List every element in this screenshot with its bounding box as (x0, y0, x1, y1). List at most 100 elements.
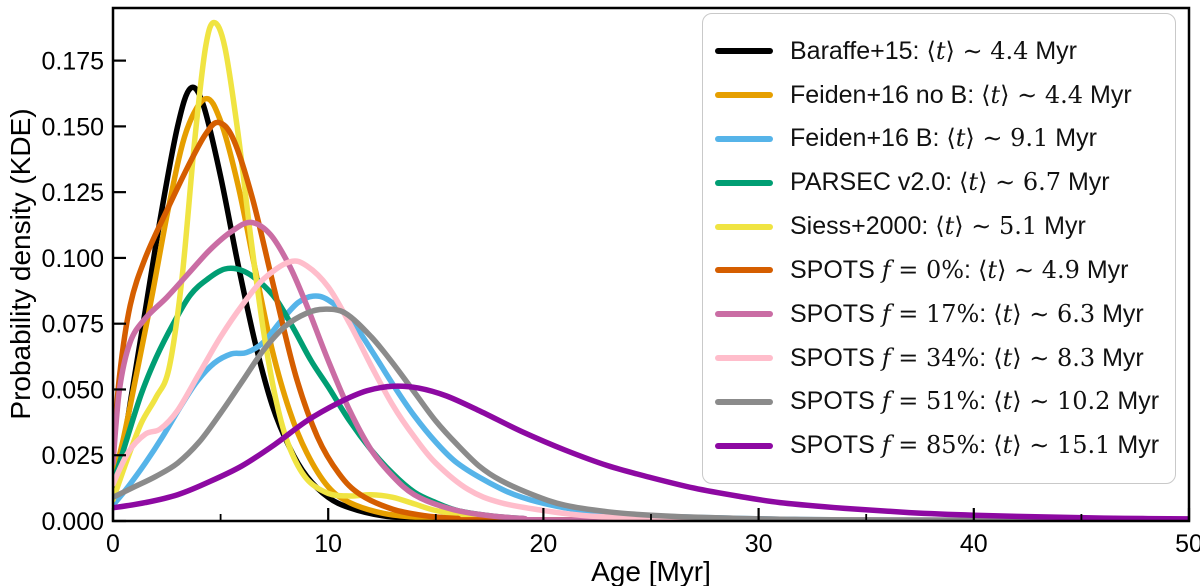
curve-spots-f85 (113, 383, 1189, 521)
legend-label-segment: t (1002, 299, 1013, 328)
x-axis-ticks: 0 10 20 30 40 50 (106, 508, 1200, 558)
y-tick-label-0.000: 0.000 (41, 508, 104, 536)
legend-label-spots-f85: SPOTS f = 85%: ⟨t⟩ ∼ 15.1 Myr (790, 433, 1159, 458)
y-tick-label-0.125: 0.125 (41, 179, 104, 207)
legend-label-segment: f (881, 431, 891, 460)
legend-label-segment: ⟨ (993, 343, 1003, 372)
legend-label-segment: Myr (1095, 299, 1144, 328)
legend-label-spots-f0: SPOTS f = 0%: ⟨t⟩ ∼ 4.9 Myr (790, 255, 1129, 284)
curves-group (113, 19, 1189, 521)
legend-label-baraffe15: Baraffe+15: ⟨t⟩ ∼ 4.4 Myr (790, 36, 1078, 65)
legend-label-segment: ∼ 6.7 (987, 168, 1061, 197)
legend-label-segment: t (1002, 431, 1013, 460)
x-axis-label: Age [Myr] (591, 556, 711, 586)
legend-label-segment: Myr (1079, 255, 1129, 284)
x-tick-label-40: 40 (960, 530, 988, 558)
legend-label-segment: ⟩ (1012, 387, 1022, 416)
y-tick-label-0.050: 0.050 (41, 376, 104, 404)
legend-label-segment: ⟨ (977, 255, 988, 284)
legend-label-segment: Feiden+16 B: (790, 124, 947, 153)
legend-label-segment: Baraffe+15: (790, 36, 927, 65)
legend-label-segment: = 0% (890, 255, 965, 284)
legend-entry-spots-f0: SPOTS f = 0%: ⟨t⟩ ∼ 4.9 Myr (713, 255, 1169, 284)
legend-label-segment: ⟩ (954, 212, 964, 241)
legend-label-segment: : (979, 299, 994, 328)
legend-label-segment: : (979, 343, 994, 372)
y-tick-label-0.075: 0.075 (41, 311, 104, 339)
x-tick-label-20: 20 (529, 530, 557, 558)
x-tick-label-50: 50 (1175, 530, 1200, 558)
x-tick-label-10: 10 (314, 530, 342, 558)
legend-label-segment: SPOTS (790, 431, 882, 460)
legend-label-segment: ∼ 5.1 (963, 212, 1038, 241)
legend-label-segment: ⟨ (981, 80, 991, 109)
legend-label-segment: = 85% (890, 431, 980, 460)
legend-swatch-parsec-v2 (715, 179, 773, 186)
legend-label-segment: Myr (1095, 343, 1144, 372)
curve-spots-f0 (113, 119, 1189, 521)
legend-label-segment: : (964, 255, 978, 284)
legend-swatch-siess2000 (715, 223, 773, 230)
legend-entry-parsec-v2: PARSEC v2.0: ⟨t⟩ ∼ 6.7 Myr (713, 170, 1169, 195)
legend-swatch-spots-f17 (715, 311, 773, 318)
y-tick-label-0.100: 0.100 (41, 245, 104, 273)
legend-label-segment: ⟨ (959, 168, 969, 197)
legend-label-segment: PARSEC v2.0: (790, 168, 960, 197)
legend-label-segment: SPOTS (790, 255, 882, 284)
legend-swatch-spots-f85 (715, 442, 773, 449)
legend-label-segment: ⟩ (1012, 343, 1022, 372)
legend-entry-spots-f17: SPOTS f = 17%: ⟨t⟩ ∼ 6.3 Myr (713, 299, 1169, 328)
legend-label-segment: ⟩ (996, 255, 1007, 284)
legend-label-segment: t (935, 36, 946, 65)
legend-label-feiden16-b: Feiden+16 B: ⟨t⟩ ∼ 9.1 Myr (790, 126, 1097, 151)
legend-label-segment: ⟨ (946, 124, 956, 153)
legend-label-spots-f34: SPOTS f = 34%: ⟨t⟩ ∼ 8.3 Myr (790, 343, 1144, 372)
legend-entry-spots-f51: SPOTS f = 51%: ⟨t⟩ ∼ 10.2 Myr (713, 389, 1169, 414)
legend-label-segment: SPOTS (790, 387, 882, 416)
legend-label-segment: ∼ 10.2 (1021, 387, 1111, 416)
legend-label-segment: ⟩ (1000, 80, 1010, 109)
legend-label-segment: t (1002, 387, 1013, 416)
legend-label-segment: f (881, 343, 891, 372)
legend-label-segment: SPOTS (790, 343, 882, 372)
legend-label-segment: t (987, 255, 997, 284)
legend-label-segment: t (944, 212, 955, 241)
y-axis-label: Probability density (KDE) (5, 108, 36, 419)
legend-label-segment: ∼ 4.9 (1006, 255, 1080, 284)
legend-label-segment: = 34% (890, 343, 980, 372)
legend-entry-feiden16-nob: Feiden+16 no B: ⟨t⟩ ∼ 4.4 Myr (713, 80, 1169, 109)
legend-label-segment: = 51% (890, 387, 980, 416)
legend-swatch-spots-f51 (715, 398, 773, 405)
legend-label-feiden16-nob: Feiden+16 no B: ⟨t⟩ ∼ 4.4 Myr (790, 80, 1132, 109)
legend-label-parsec-v2: PARSEC v2.0: ⟨t⟩ ∼ 6.7 Myr (790, 170, 1110, 195)
legend-label-segment: Myr (1061, 168, 1110, 197)
legend-label-segment: Myr (1028, 36, 1078, 65)
legend-label-segment: t (990, 80, 1001, 109)
legend-label-segment: f (881, 387, 891, 416)
legend-label-segment: ⟩ (965, 124, 975, 153)
legend-label-spots-f51: SPOTS f = 51%: ⟨t⟩ ∼ 10.2 Myr (790, 389, 1159, 414)
legend-label-segment: = 17% (890, 299, 980, 328)
legend-label-segment: Myr (1110, 431, 1160, 460)
legend-label-siess2000: Siess+2000: ⟨t⟩ ∼ 5.1 Myr (790, 214, 1086, 239)
x-tick-label-30: 30 (745, 530, 773, 558)
curve-spots-f17 (113, 219, 1189, 521)
legend-label-segment: ⟩ (945, 36, 955, 65)
legend-swatch-spots-f0 (715, 267, 773, 274)
legend-label-segment: : (979, 431, 994, 460)
legend-entry-siess2000: Siess+2000: ⟨t⟩ ∼ 5.1 Myr (713, 214, 1169, 239)
legend-entry-feiden16-b: Feiden+16 B: ⟨t⟩ ∼ 9.1 Myr (713, 126, 1169, 151)
legend-label-segment: Myr (1083, 80, 1132, 109)
legend-label-spots-f17: SPOTS f = 17%: ⟨t⟩ ∼ 6.3 Myr (790, 299, 1144, 328)
legend-swatch-feiden16-b (715, 135, 773, 142)
legend-label-segment: Myr (1110, 387, 1160, 416)
legend-label-segment: ⟨ (993, 387, 1003, 416)
legend-label-segment: Myr (1037, 212, 1086, 241)
y-axis-ticks: 0.000 0.025 0.050 0.075 0.100 0.125 0.150 0.175 (41, 48, 126, 536)
x-tick-label-0: 0 (106, 530, 120, 558)
legend-label-segment: ⟩ (1012, 299, 1022, 328)
legend-label-segment: ⟨ (935, 212, 945, 241)
legend-label-segment: ∼ 4.4 (954, 36, 1029, 65)
